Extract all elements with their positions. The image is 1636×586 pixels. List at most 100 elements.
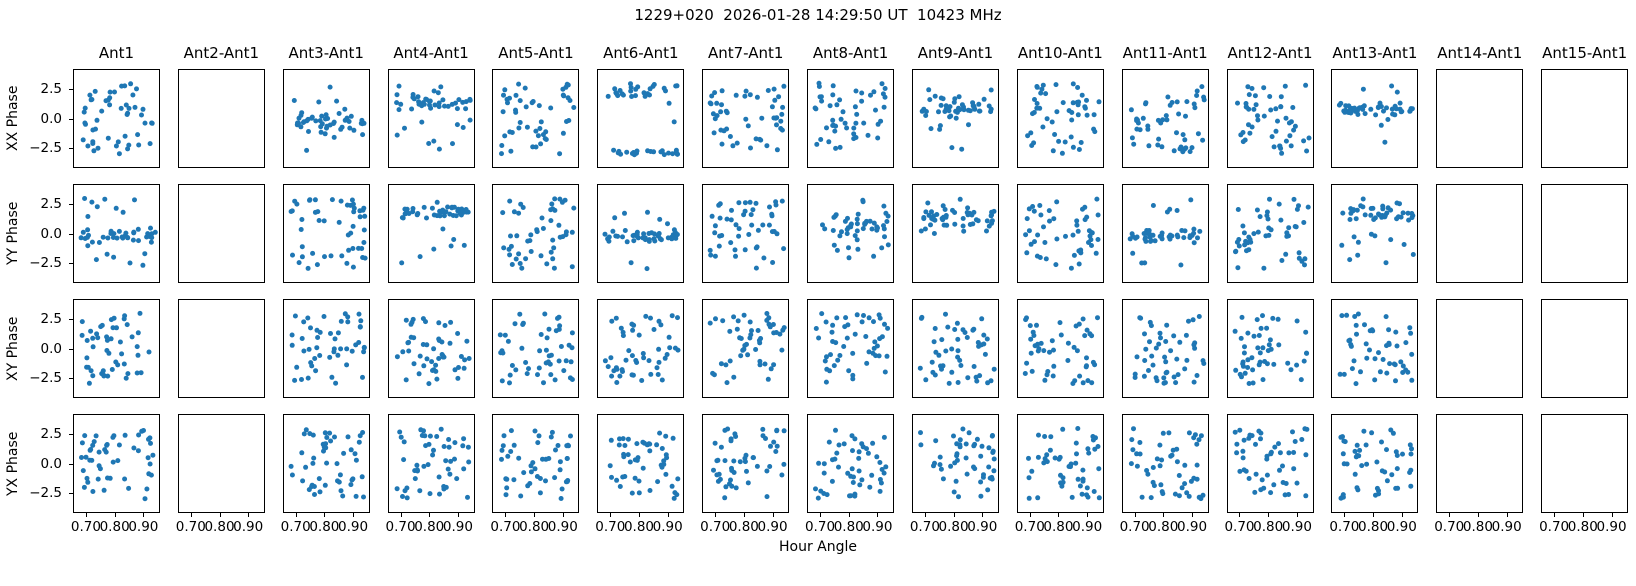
- scatter-point: [1265, 232, 1271, 238]
- scatter-point: [1174, 99, 1180, 105]
- scatter-point: [1194, 235, 1200, 241]
- scatter-point: [88, 328, 94, 334]
- scatter-point: [720, 318, 726, 324]
- scatter-point: [538, 141, 544, 147]
- scatter-point: [566, 118, 572, 123]
- scatter-point: [314, 345, 320, 351]
- y-tick-label: 2.5: [40, 426, 62, 443]
- scatter-point: [850, 376, 856, 382]
- scatter-point: [844, 231, 850, 237]
- scatter-point: [321, 254, 327, 260]
- x-tick-mark: [143, 513, 144, 517]
- scatter-point: [978, 493, 984, 499]
- scatter-point: [361, 345, 367, 351]
- scatter-point: [358, 318, 364, 324]
- scatter-point: [1045, 369, 1051, 374]
- scatter-point: [352, 451, 358, 457]
- scatter-point: [1193, 93, 1199, 98]
- scatter-point: [1241, 242, 1247, 248]
- x-tick-label: 0.80: [1567, 519, 1598, 535]
- col-header: Ant11-Ant1: [1122, 44, 1208, 62]
- scatter-point: [1041, 460, 1047, 466]
- scatter-point: [1076, 261, 1082, 267]
- scatter-point: [1069, 117, 1075, 123]
- scatter-point: [991, 208, 997, 214]
- scatter-point: [1089, 380, 1095, 386]
- scatter-point: [317, 489, 323, 495]
- scatter-point: [1343, 103, 1349, 109]
- x-tick-mark: [296, 513, 297, 517]
- y-tick-label: 0.0: [40, 225, 62, 242]
- scatter-point: [503, 476, 509, 482]
- scatter-point: [1074, 85, 1080, 90]
- scatter-point: [1026, 228, 1032, 234]
- scatter-point: [930, 369, 936, 375]
- scatter-point: [1394, 343, 1400, 349]
- scatter-point: [832, 213, 838, 219]
- scatter-point: [110, 459, 116, 465]
- scatter-point: [1249, 367, 1255, 373]
- scatter-point: [727, 358, 733, 364]
- scatter-point: [85, 479, 91, 485]
- scatter-point: [458, 354, 464, 359]
- x-tick-label: 0.90: [1596, 519, 1627, 535]
- scatter-point: [647, 448, 653, 454]
- scatter-point: [647, 488, 653, 493]
- x-tick-mark: [458, 513, 459, 517]
- scatter-point: [324, 123, 330, 129]
- y-tick-label: −2.5: [29, 139, 62, 156]
- scatter-point: [1261, 113, 1267, 119]
- scatter-point: [1399, 214, 1405, 220]
- scatter-point: [761, 255, 767, 261]
- scatter-point: [518, 120, 524, 125]
- scatter-point: [516, 125, 522, 131]
- scatter-point: [989, 433, 995, 439]
- scatter-point: [1282, 83, 1288, 89]
- scatter-points: [1339, 196, 1417, 266]
- scatter-point: [89, 97, 95, 102]
- scatter-point: [525, 483, 531, 489]
- scatter-point: [950, 433, 956, 439]
- scatter-point: [1343, 439, 1349, 445]
- scatter-point: [552, 475, 558, 481]
- subplot: [702, 69, 790, 168]
- scatter-point: [1145, 230, 1151, 236]
- scatter-point: [82, 433, 88, 439]
- scatter-points: [78, 196, 158, 268]
- scatter-point: [557, 323, 563, 329]
- scatter-point: [1181, 137, 1187, 143]
- scatter-point: [1173, 446, 1179, 452]
- scatter-point: [1154, 142, 1160, 148]
- scatter-point: [142, 251, 148, 257]
- scatter-points: [1022, 196, 1101, 271]
- scatter-point: [314, 327, 320, 333]
- scatter-point: [361, 205, 367, 211]
- x-tick-label: 0.70: [1014, 519, 1045, 535]
- scatter-point: [1180, 235, 1186, 241]
- scatter-point: [928, 126, 934, 132]
- scatter-point: [823, 319, 829, 325]
- scatter-point: [632, 475, 638, 481]
- scatter-point: [430, 138, 436, 144]
- scatter-point: [1294, 206, 1300, 212]
- scatter-point: [1275, 316, 1281, 322]
- scatter-point: [643, 313, 649, 319]
- scatter-point: [105, 97, 111, 103]
- scatter-point: [1386, 327, 1392, 333]
- scatter-point: [79, 332, 85, 338]
- x-tick-mark: [248, 513, 249, 517]
- scatter-point: [834, 315, 840, 321]
- scatter-point: [110, 434, 116, 440]
- x-tick-label: 0.80: [414, 519, 445, 535]
- scatter-point: [1155, 136, 1161, 142]
- scatter-point: [1148, 495, 1154, 501]
- scatter-point: [1049, 119, 1055, 125]
- scatter-point: [95, 476, 101, 482]
- scatter-point: [134, 344, 140, 350]
- scatter-point: [626, 436, 632, 442]
- scatter-point: [949, 207, 955, 213]
- scatter-point: [831, 242, 837, 248]
- scatter-point: [87, 457, 93, 463]
- scatter-point: [316, 353, 322, 358]
- scatter-point: [1047, 447, 1053, 453]
